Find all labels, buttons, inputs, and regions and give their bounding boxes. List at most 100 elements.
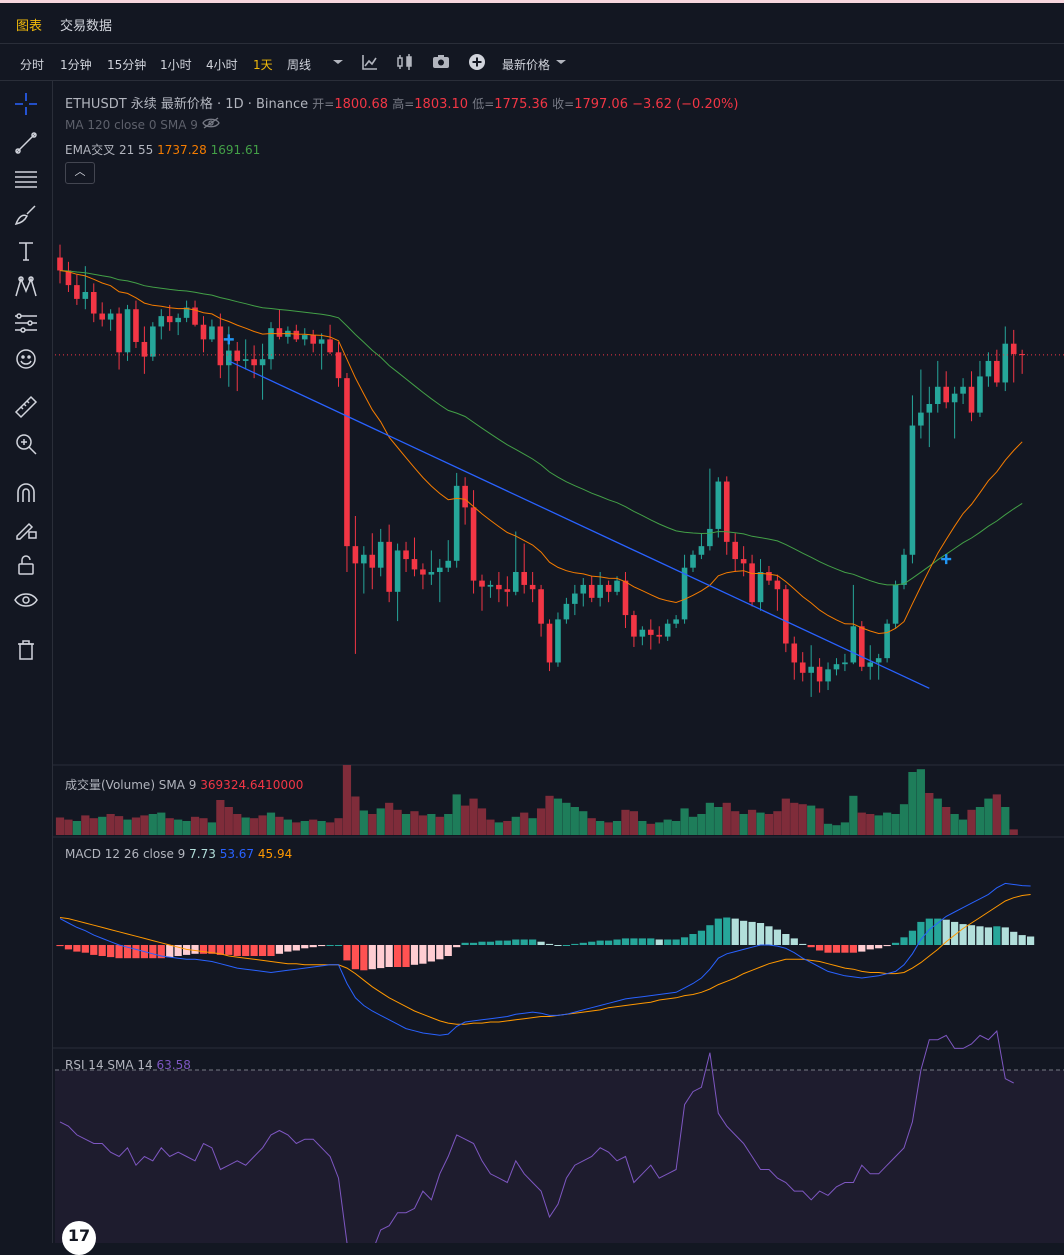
volume-bar (233, 814, 242, 835)
volume-bar (325, 822, 335, 835)
macd-hist-bar (858, 945, 866, 952)
timeframe-1h[interactable]: 1小时 (160, 58, 192, 72)
trend-line-icon[interactable] (13, 130, 39, 156)
camera-icon[interactable] (431, 52, 451, 72)
price-type-dropdown[interactable]: 最新价格 (502, 58, 551, 72)
macd-hist-bar (174, 945, 182, 956)
macd-hist-bar (697, 930, 706, 945)
zoom-in-icon[interactable] (13, 431, 39, 457)
macd-signal-line (59, 894, 1031, 1025)
timeframe-15m[interactable]: 15分钟 (107, 58, 147, 72)
ema21-line (59, 270, 1023, 635)
tab-trading-data[interactable]: 交易数据 (60, 19, 113, 34)
text-icon[interactable] (13, 238, 39, 264)
macd-hist-bar (301, 945, 309, 949)
volume-bar (916, 769, 925, 835)
macd-hist-bar (664, 939, 672, 945)
macd-hist-bar (816, 945, 824, 951)
candle-body (251, 359, 257, 366)
volume-bar (823, 823, 833, 835)
lock-icon[interactable] (13, 552, 39, 578)
volume-bar (435, 816, 444, 835)
volume-bar (874, 815, 883, 835)
volume-bar (157, 812, 166, 835)
candle-body (276, 328, 283, 337)
candle-body (563, 603, 570, 620)
candle-body (234, 350, 241, 361)
tradingview-logo[interactable]: 17 (62, 1221, 96, 1255)
magnet-icon[interactable] (13, 480, 39, 506)
candle-body (327, 339, 333, 353)
volume-bar (182, 821, 191, 835)
volume-bar (334, 818, 343, 835)
timeframe-1w[interactable]: 周线 (287, 58, 312, 72)
candle-body (825, 669, 831, 682)
macd-hist-bar (680, 937, 689, 945)
price-type-chevron-icon[interactable] (551, 52, 571, 72)
macd-hist-bar (951, 921, 959, 945)
add-icon[interactable] (467, 52, 487, 72)
volume-bar (975, 807, 985, 835)
rsi-band (55, 1070, 1064, 1243)
volume-bar (368, 814, 377, 835)
candle-body (892, 584, 899, 624)
timeframe-1d[interactable]: 1天 (253, 58, 273, 72)
macd-hist-bar (967, 925, 976, 945)
volume-bar (216, 800, 225, 835)
timeframe-4h[interactable]: 4小时 (206, 58, 238, 72)
volume-bar (950, 814, 959, 835)
timeframe-1m[interactable]: 1分钟 (60, 58, 92, 72)
volume-bar (1001, 807, 1010, 835)
eye-icon[interactable] (13, 588, 39, 614)
volume-bar (621, 809, 630, 835)
macd-hist-bar (250, 945, 258, 956)
macd-hist-bar (132, 945, 140, 959)
macd-hist-bar (841, 945, 849, 953)
forecast-icon[interactable] (13, 310, 39, 336)
macd-hist-bar (689, 934, 697, 945)
indicators-icon[interactable] (360, 52, 380, 72)
more-timeframes-chevron-icon[interactable] (328, 52, 348, 72)
emoji-icon[interactable] (13, 346, 39, 372)
collapse-legend-button[interactable]: ︿ (65, 162, 95, 184)
macd-hist-bar (191, 945, 199, 954)
macd-hist-bar (655, 939, 663, 945)
brush-icon[interactable] (13, 202, 39, 228)
pattern-icon[interactable] (13, 274, 39, 300)
candle-body (90, 292, 97, 314)
volume-bar (317, 821, 326, 835)
volume-bar (747, 809, 757, 835)
crosshair-icon[interactable] (13, 91, 39, 117)
fib-lines-icon[interactable] (13, 166, 39, 192)
volume-bar (596, 821, 605, 835)
volume-bar (55, 817, 65, 835)
candle-body (816, 666, 823, 682)
candle-type-icon[interactable] (395, 52, 415, 72)
macd-hist-bar (436, 945, 444, 960)
candle-body (850, 626, 857, 663)
candle-body (791, 643, 798, 663)
macd-hist-bar (149, 945, 157, 959)
timeframe-tick[interactable]: 分时 (20, 58, 45, 72)
pencil-lock-icon[interactable] (13, 516, 39, 542)
candle-body (74, 285, 80, 299)
volume-bar (241, 817, 250, 835)
volume-legend: 成交量(Volume) SMA 9 369324.6410000 (65, 776, 303, 793)
volume-bar (536, 808, 546, 835)
volume-bar (444, 814, 453, 835)
volume-bar (292, 822, 301, 835)
macd-hist-bar (520, 939, 528, 945)
ruler-icon[interactable] (13, 394, 39, 420)
macd-hist-bar (799, 943, 807, 945)
trash-icon[interactable] (13, 637, 39, 663)
candle-body (588, 584, 595, 598)
volume-bar (697, 814, 706, 835)
high-label: 高= (392, 97, 415, 111)
tab-chart[interactable]: 图表 (16, 19, 43, 34)
candle-body (901, 554, 907, 585)
hidden-eye-icon[interactable] (201, 117, 220, 132)
macd-hist-bar (503, 940, 511, 945)
candle-body (648, 629, 654, 635)
candle-body (732, 541, 738, 560)
